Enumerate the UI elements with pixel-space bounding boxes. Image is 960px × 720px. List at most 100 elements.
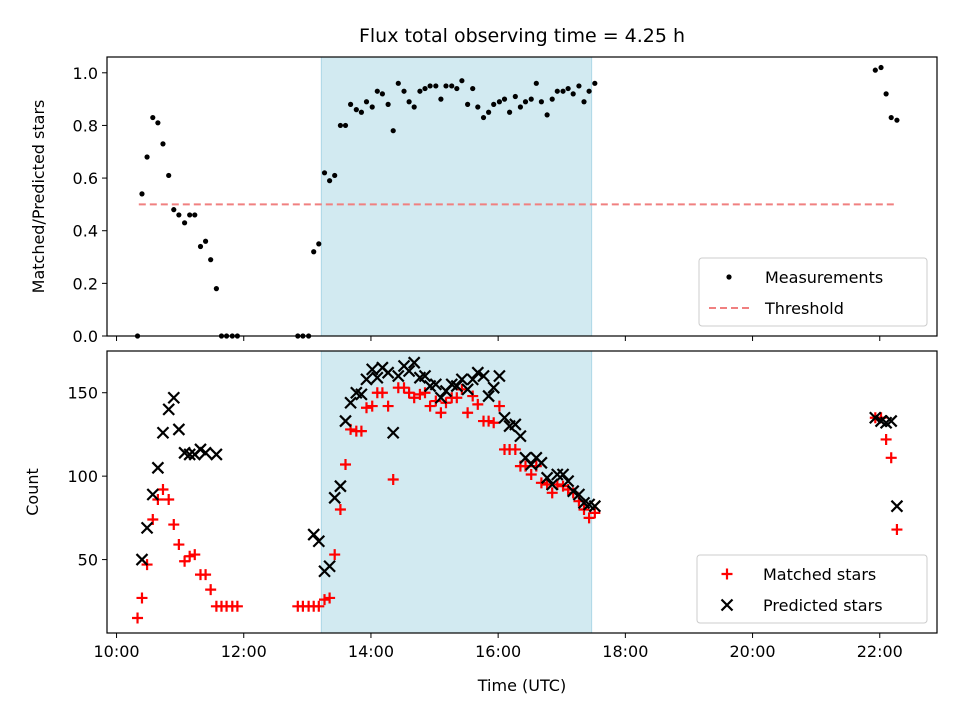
predicted-star-point xyxy=(471,366,485,379)
measurement-point xyxy=(337,122,344,129)
matched-star-point xyxy=(340,458,352,470)
matched-star-point xyxy=(382,400,394,412)
measurement-point xyxy=(417,88,423,94)
ratio-plot-frame xyxy=(106,56,938,337)
predicted-star-point xyxy=(514,429,527,443)
x-tick-label: 22:00 xyxy=(857,642,903,661)
measurement-point xyxy=(321,170,328,176)
measurement-point xyxy=(470,85,476,92)
predicted-star-point xyxy=(429,378,443,391)
legend-label: Predicted stars xyxy=(763,596,883,615)
predicted-star-point xyxy=(890,499,904,513)
ratio-series xyxy=(134,64,900,339)
predicted-star-point xyxy=(461,383,474,396)
predicted-star-point xyxy=(493,369,506,383)
measurement-point xyxy=(197,243,204,250)
matched-star-point xyxy=(891,524,903,536)
matched-star-point xyxy=(184,550,196,562)
measurement-point xyxy=(401,88,407,94)
legend-predicted-swatch xyxy=(720,598,734,612)
predicted-star-point xyxy=(199,446,212,460)
matched-star-point xyxy=(419,387,431,399)
predicted-star-point xyxy=(418,369,432,383)
measurement-point xyxy=(353,107,359,113)
x-tick-label: 12:00 xyxy=(221,642,267,661)
predicted-star-point xyxy=(466,373,479,386)
measurement-point xyxy=(565,85,571,92)
chart-title: Flux total observing time = 4.25 h xyxy=(359,25,685,47)
matched-star-point xyxy=(451,392,463,404)
measurement-point xyxy=(496,99,503,105)
measurement-point xyxy=(176,212,182,218)
predicted-star-point xyxy=(371,371,384,384)
x-tick-label: 10:00 xyxy=(93,642,139,661)
matched-star-point xyxy=(329,549,341,561)
x-tick-label: 14:00 xyxy=(348,642,394,661)
predicted-star-point xyxy=(572,488,586,501)
count-y-axis-label: Count xyxy=(23,468,42,516)
measurement-point xyxy=(501,96,508,102)
predicted-star-point xyxy=(365,363,379,376)
predicted-star-point xyxy=(402,364,416,378)
legend-label: Measurements xyxy=(765,268,883,287)
matched-star-point xyxy=(200,569,212,581)
matched-star-point xyxy=(334,504,346,516)
measurement-point xyxy=(379,91,385,97)
ratio-y-axis-label: Matched/Predicted stars xyxy=(29,100,48,294)
predicted-star-point xyxy=(140,521,154,535)
matched-star-point xyxy=(546,487,558,499)
measurement-point xyxy=(576,83,582,89)
matched-star-point xyxy=(132,612,144,624)
matched-star-point xyxy=(488,417,500,429)
predicted-star-point xyxy=(381,366,395,379)
measurement-point xyxy=(139,191,145,197)
predicted-star-point xyxy=(556,468,570,481)
matched-star-point xyxy=(366,400,378,412)
predicted-star-point xyxy=(307,528,320,541)
predicted-star-point xyxy=(162,403,175,416)
predicted-star-point xyxy=(535,456,548,470)
matched-star-point xyxy=(885,452,897,464)
count-plot-frame xyxy=(106,350,938,634)
measurement-point xyxy=(427,83,433,89)
predicted-star-point xyxy=(551,468,564,481)
measurement-point xyxy=(192,212,198,218)
matched-star-point xyxy=(355,425,367,437)
measurement-point xyxy=(202,238,209,244)
measurement-point xyxy=(549,96,555,102)
predicted-star-point xyxy=(339,414,352,428)
matched-star-point xyxy=(163,494,175,506)
measurement-point xyxy=(395,80,401,86)
matched-star-point xyxy=(324,592,336,604)
matched-star-point xyxy=(205,584,217,596)
measurement-point xyxy=(438,96,444,102)
matched-star-point xyxy=(398,382,410,394)
measurement-point xyxy=(459,78,465,84)
measurement-point xyxy=(883,91,889,97)
predicted-star-point xyxy=(312,534,326,548)
measurement-point xyxy=(369,104,375,110)
predicted-star-point xyxy=(884,414,898,428)
measurement-point xyxy=(878,64,884,71)
predicted-star-point xyxy=(135,553,149,566)
matched-star-point xyxy=(403,387,415,399)
measurement-point xyxy=(486,109,492,115)
measurement-point xyxy=(480,114,487,121)
predicted-star-point xyxy=(477,369,490,383)
measurement-point xyxy=(894,117,900,123)
measurement-point xyxy=(517,104,524,110)
measurement-point xyxy=(528,96,534,102)
measurement-point xyxy=(181,220,188,226)
matched-star-point xyxy=(483,415,495,427)
measurement-point xyxy=(544,112,550,118)
predicted-star-point xyxy=(167,391,181,404)
measurement-point xyxy=(406,99,412,105)
predicted-star-point xyxy=(407,356,421,369)
measurement-point xyxy=(187,212,193,218)
measurement-point xyxy=(422,85,428,92)
measurement-point xyxy=(454,85,460,92)
predicted-star-point xyxy=(487,381,500,394)
measurement-point xyxy=(533,80,539,86)
matched-star-point xyxy=(231,600,243,612)
y-tick-label: 1.0 xyxy=(73,64,98,83)
